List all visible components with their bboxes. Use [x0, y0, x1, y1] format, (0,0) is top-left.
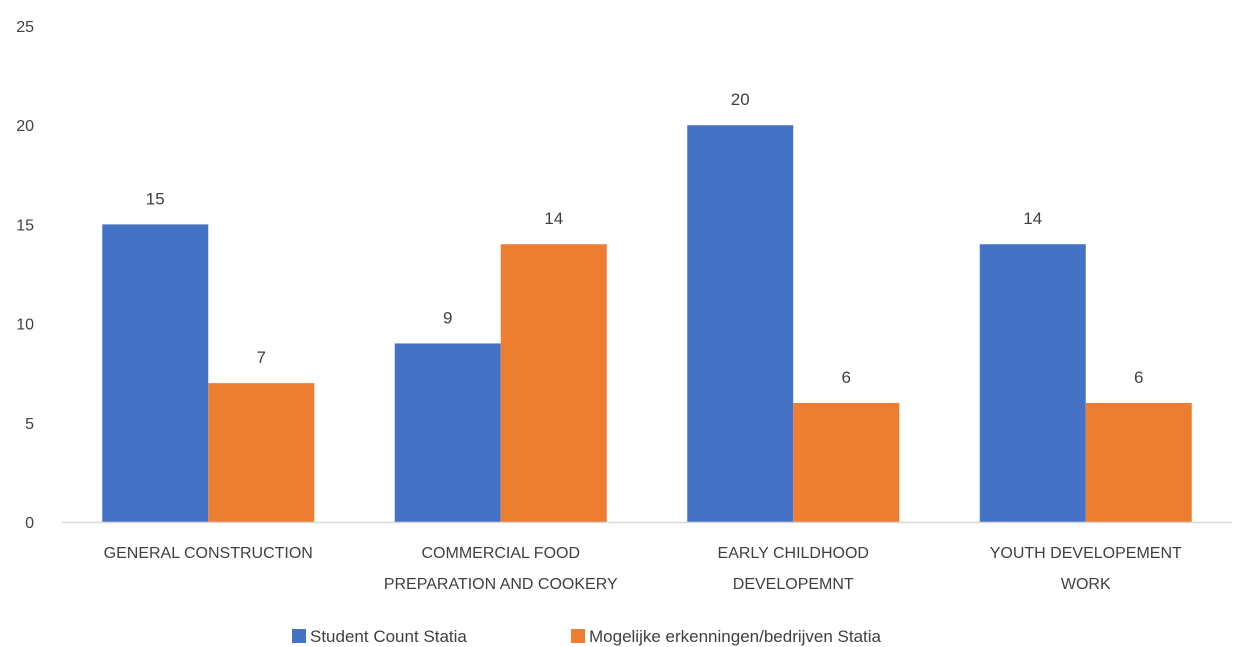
y-tick-label: 0 [25, 515, 34, 532]
y-tick-label: 5 [25, 416, 34, 433]
bar [979, 244, 1086, 523]
x-category-label: PREPARATION AND COOKERY [384, 576, 618, 593]
data-label: 15 [146, 189, 165, 208]
y-tick-label: 20 [16, 118, 34, 135]
bar [394, 343, 501, 522]
bar [1085, 402, 1192, 522]
x-category-label: YOUTH DEVELOPEMENT [990, 545, 1182, 562]
bar [102, 224, 209, 522]
data-label: 6 [842, 368, 851, 387]
y-tick-label: 15 [16, 217, 34, 234]
bar [687, 125, 794, 522]
y-tick-label: 25 [16, 19, 34, 36]
y-tick-label: 10 [16, 317, 34, 334]
y-axis: 0 5 10 15 20 25 [16, 19, 34, 532]
x-category-label: DEVELOPEMNT [733, 576, 854, 593]
data-label: 9 [443, 308, 452, 327]
x-category-label: COMMERCIAL FOOD [421, 545, 580, 562]
data-label: 20 [731, 90, 750, 109]
plot-area: 15 7 9 14 20 6 14 6 [102, 90, 1192, 523]
x-axis: GENERAL CONSTRUCTION COMMERCIAL FOOD PREPA… [62, 521, 1232, 593]
data-label: 7 [257, 348, 266, 367]
x-category-label: GENERAL CONSTRUCTION [104, 545, 313, 562]
legend-label: Mogelijke erkenningen/bedrijven Statia [589, 627, 882, 646]
bar [793, 402, 900, 522]
x-category-label: EARLY CHILDHOOD [718, 545, 869, 562]
bar [500, 244, 607, 523]
legend: Student Count Statia Mogelijke erkenninge… [292, 627, 882, 646]
legend-swatch [571, 629, 585, 643]
legend-label: Student Count Statia [310, 627, 467, 646]
legend-swatch [292, 629, 306, 643]
data-label: 14 [544, 209, 563, 228]
x-category-label: WORK [1061, 576, 1111, 593]
data-label: 6 [1134, 368, 1143, 387]
data-label: 14 [1023, 209, 1042, 228]
bar [208, 383, 315, 522]
